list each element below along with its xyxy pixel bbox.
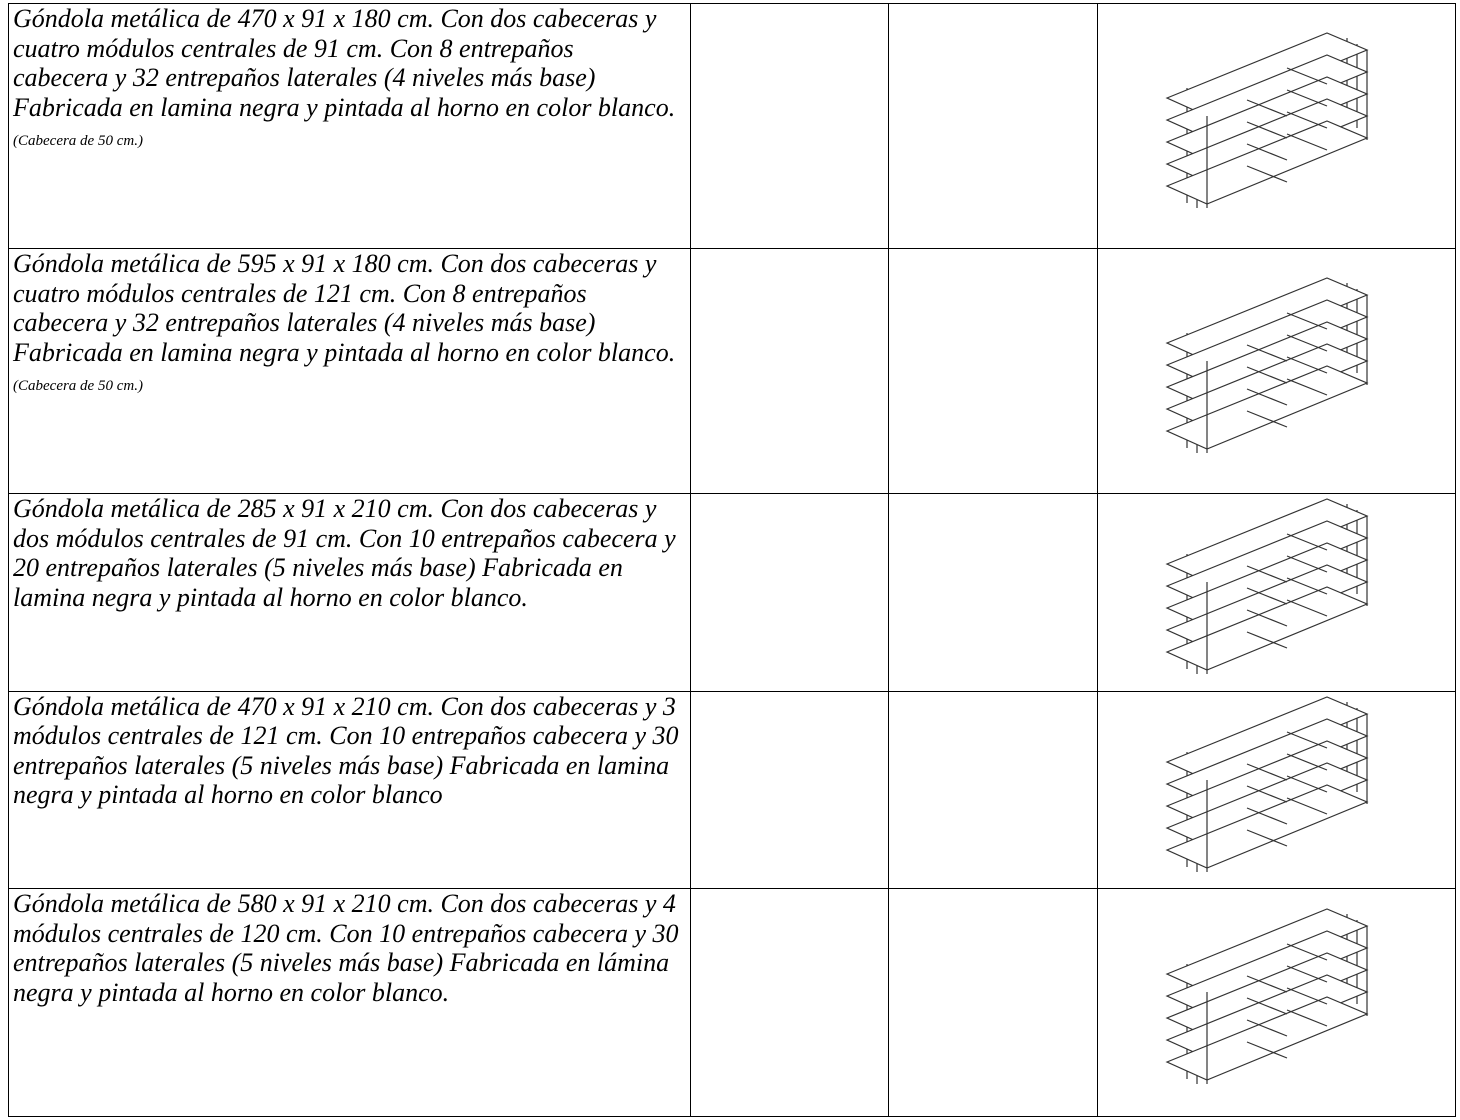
image-cell <box>1097 493 1456 692</box>
empty-cell <box>690 248 889 494</box>
shelf-image <box>1157 28 1397 218</box>
description-text: Góndola metálica de 470 x 91 x 180 cm. C… <box>13 4 657 63</box>
paragraph: cabecera y 32 entrepaños laterales (4 ni… <box>13 63 686 93</box>
table-row: Góndola metálica de 470 x 91 x 180 cm. C… <box>8 3 1456 249</box>
description-cell: Góndola metálica de 285 x 91 x 210 cm. C… <box>8 493 691 692</box>
description-text: Góndola metálica de 595 x 91 x 180 cm. C… <box>13 249 657 308</box>
description-text: cabecera y 32 entrepaños laterales (4 ni… <box>13 308 596 337</box>
paragraph: Góndola metálica de 470 x 91 x 210 cm. C… <box>13 692 686 810</box>
shelf-image <box>1157 494 1397 684</box>
empty-cell <box>888 248 1098 494</box>
empty-cell <box>690 3 889 249</box>
table-row: Góndola metálica de 470 x 91 x 210 cm. C… <box>8 690 1456 889</box>
description-text: Fabricada en lamina negra y pintada al h… <box>13 92 676 122</box>
image-cell <box>1097 248 1456 494</box>
empty-cell <box>888 690 1098 889</box>
image-cell <box>1097 888 1456 1117</box>
paragraph: Góndola metálica de 595 x 91 x 180 cm. C… <box>13 249 686 308</box>
table-row: Góndola metálica de 285 x 91 x 210 cm. C… <box>8 493 1456 692</box>
paragraph: Góndola metálica de 470 x 91 x 180 cm. C… <box>13 4 686 63</box>
empty-cell <box>888 493 1098 692</box>
description-text: Fabricada en lamina negra y pintada al h… <box>13 337 676 367</box>
description-text: Góndola metálica de 470 x 91 x 210 cm. C… <box>13 691 679 810</box>
shelf-image <box>1157 273 1397 463</box>
description-text: cabecera y 32 entrepaños laterales (4 ni… <box>13 63 596 92</box>
empty-cell <box>690 690 889 889</box>
shelf-image <box>1157 692 1397 882</box>
description-text: Góndola metálica de 580 x 91 x 210 cm. C… <box>13 889 679 1007</box>
image-cell <box>1097 690 1456 889</box>
table-row: Góndola metálica de 580 x 91 x 210 cm. C… <box>8 888 1456 1117</box>
paragraph: Fabricada en lamina negra y pintada al h… <box>13 338 686 402</box>
paragraph: Góndola metálica de 285 x 91 x 210 cm. C… <box>13 494 686 612</box>
empty-cell <box>690 888 889 1117</box>
empty-cell <box>888 888 1098 1117</box>
product-table: Góndola metálica de 470 x 91 x 180 cm. C… <box>8 3 1456 1117</box>
paragraph: Góndola metálica de 580 x 91 x 210 cm. C… <box>13 889 686 1007</box>
paragraph: cabecera y 32 entrepaños laterales (4 ni… <box>13 308 686 338</box>
shelf-image <box>1157 904 1397 1094</box>
description-text: Góndola metálica de 285 x 91 x 210 cm. C… <box>13 494 676 612</box>
note: (Cabecera de 50 cm.) <box>13 133 143 149</box>
table-row: Góndola metálica de 595 x 91 x 180 cm. C… <box>8 248 1456 494</box>
note: (Cabecera de 50 cm.) <box>13 378 143 394</box>
table-body: Góndola metálica de 470 x 91 x 180 cm. C… <box>8 3 1456 1117</box>
paragraph: Fabricada en lamina negra y pintada al h… <box>13 93 686 157</box>
empty-cell <box>888 3 1098 249</box>
description-cell: Góndola metálica de 470 x 91 x 210 cm. C… <box>8 690 691 889</box>
image-cell <box>1097 3 1456 249</box>
description-cell: Góndola metálica de 595 x 91 x 180 cm. C… <box>8 248 691 494</box>
empty-cell <box>690 493 889 692</box>
description-cell: Góndola metálica de 580 x 91 x 210 cm. C… <box>8 888 691 1117</box>
description-cell: Góndola metálica de 470 x 91 x 180 cm. C… <box>8 3 691 249</box>
